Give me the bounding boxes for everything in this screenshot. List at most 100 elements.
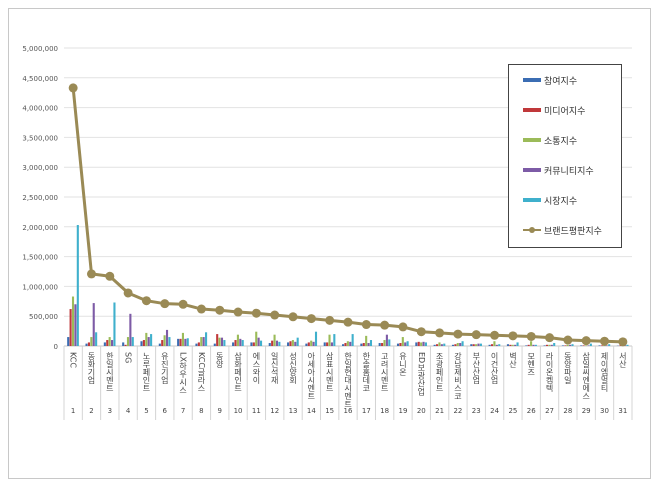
bar-0-9 [232, 342, 235, 346]
bar-2-23 [493, 341, 496, 346]
bar-3-4 [147, 337, 150, 346]
bar-1-7 [197, 342, 200, 346]
rank-label: 8 [199, 407, 203, 415]
chart-frame [8, 8, 651, 479]
rank-label: 26 [527, 407, 536, 415]
line-point-5 [160, 299, 170, 309]
category-label: SG [124, 352, 133, 363]
bar-1-15 [344, 343, 347, 346]
line-point-7 [196, 304, 206, 314]
y-tick-label: 1,000,000 [22, 283, 58, 291]
line-point-14 [325, 315, 335, 325]
bar-2-8 [218, 337, 221, 346]
bar-1-11 [271, 340, 274, 346]
y-tick-label: 4,000,000 [22, 105, 58, 113]
legend-label: 소통지수 [544, 136, 578, 147]
bar-3-14 [330, 342, 333, 346]
category-label: 강남제비스코 [453, 351, 462, 400]
bar-2-17 [383, 340, 386, 346]
rank-label: 15 [325, 407, 334, 415]
bar-4-8 [223, 340, 226, 346]
bar-2-25 [530, 341, 533, 346]
bar-3-13 [312, 341, 315, 346]
bar-3-23 [495, 344, 498, 346]
y-tick-label: 0 [54, 343, 58, 351]
bar-3-12 [294, 341, 297, 346]
bar-0-15 [342, 344, 345, 346]
bar-4-6 [186, 338, 189, 346]
bar-2-3 [126, 337, 130, 346]
y-tick-label: 3,000,000 [22, 164, 58, 172]
category-label: 삼화페인트 [233, 351, 242, 392]
bar-3-3 [129, 313, 132, 346]
bar-3-28 [587, 345, 590, 346]
bar-4-16 [369, 340, 373, 346]
legend-item-brand-reputation: 브랜드평판지수 [523, 223, 602, 237]
bar-1-3 [124, 344, 127, 346]
bar-4-0 [76, 225, 79, 346]
legend-item-participation: 참여지수 [523, 73, 577, 87]
legend-item-media: 미디어지수 [523, 103, 585, 117]
line-point-30 [618, 337, 628, 347]
category-label: LX하우시스 [178, 352, 187, 394]
bar-4-24 [516, 342, 519, 346]
category-label: 노루페인트 [142, 352, 151, 392]
legend-item-community: 커뮤니티지수 [523, 163, 594, 177]
bar-3-5 [165, 329, 169, 346]
bar-1-13 [307, 342, 310, 346]
rank-label: 7 [181, 407, 185, 415]
legend-swatch [523, 168, 541, 172]
bar-0-1 [85, 343, 88, 346]
rank-label: 29 [582, 407, 591, 415]
rank-label: 9 [218, 407, 222, 415]
category-label: 제이엠멀티 [600, 352, 609, 393]
rank-label: 20 [417, 407, 426, 415]
legend-swatch [523, 138, 541, 142]
bar-3-8 [220, 337, 224, 346]
line-point-20 [435, 328, 445, 338]
bar-0-0 [67, 337, 70, 346]
category-label: 삼표시멘트 [325, 351, 334, 392]
bar-1-30 [619, 345, 622, 346]
bar-1-17 [381, 343, 384, 346]
rank-label: 28 [563, 407, 572, 415]
bar-1-6 [179, 338, 182, 346]
bar-3-26 [550, 344, 553, 346]
category-label: 벽산 [508, 351, 517, 368]
line-point-21 [453, 329, 463, 339]
bar-1-20 [436, 344, 439, 346]
bar-0-21 [451, 344, 455, 346]
rank-label: 3 [108, 407, 112, 415]
bar-3-7 [202, 337, 205, 346]
bar-1-16 [362, 343, 365, 346]
line-point-15 [343, 317, 353, 327]
bar-4-28 [589, 343, 592, 346]
bar-4-18 [406, 341, 409, 346]
bar-1-21 [454, 344, 457, 346]
bar-2-6 [181, 332, 184, 346]
bar-0-18 [396, 343, 400, 346]
bar-4-10 [259, 340, 263, 346]
bar-0-22 [470, 344, 473, 346]
category-label: 한일시멘트 [105, 352, 114, 392]
bar-1-4 [142, 340, 145, 346]
line-point-29 [600, 336, 610, 346]
bar-1-19 [417, 341, 420, 346]
category-label: 동양 [215, 352, 224, 368]
line-point-1 [86, 269, 96, 279]
line-point-16 [361, 320, 371, 330]
category-label: 한솔홈데코 [362, 352, 371, 392]
rank-label: 12 [270, 407, 279, 415]
bar-3-15 [349, 341, 352, 346]
category-label: ED보광산업 [416, 352, 425, 395]
bar-1-28 [582, 345, 585, 346]
line-point-4 [141, 296, 151, 306]
bar-0-13 [305, 343, 308, 346]
line-point-17 [380, 320, 390, 330]
line-point-12 [288, 312, 298, 322]
bar-0-19 [415, 342, 418, 346]
bar-4-11 [278, 341, 281, 346]
line-point-9 [233, 307, 243, 317]
bar-4-9 [241, 340, 244, 346]
legend-line-marker [523, 227, 541, 233]
